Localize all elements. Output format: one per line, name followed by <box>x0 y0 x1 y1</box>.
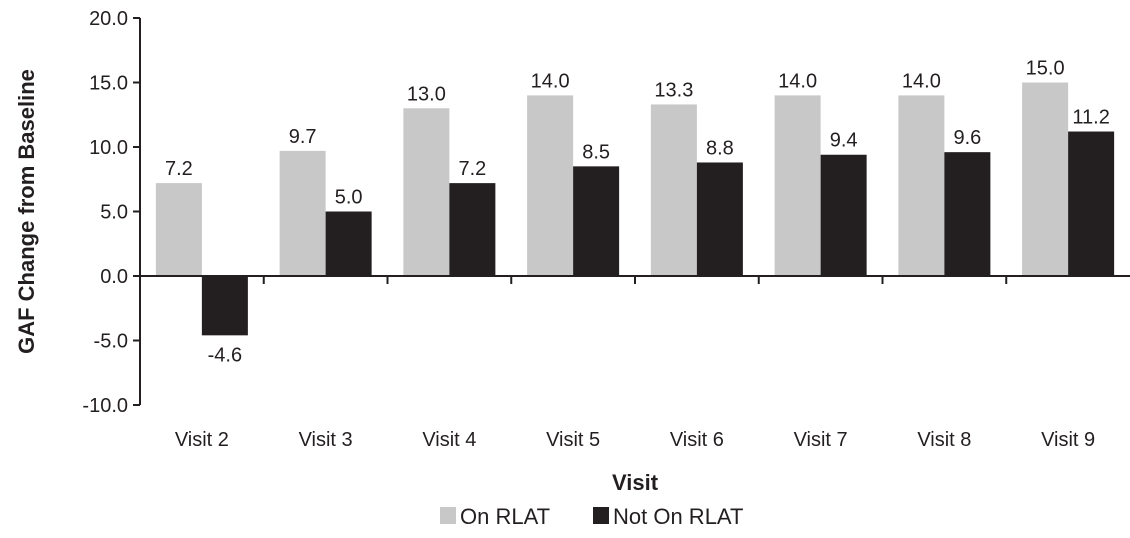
bar-on-rlat <box>155 183 202 276</box>
data-label: -4.6 <box>208 344 242 366</box>
y-tick-label: 20.0 <box>89 8 128 30</box>
bar-not-on-rlat <box>696 162 743 276</box>
data-label: 5.0 <box>335 187 363 209</box>
bar-not-on-rlat <box>573 166 620 276</box>
bar-on-rlat <box>403 108 450 276</box>
bar-on-rlat <box>650 104 697 277</box>
x-tick-label: Visit 9 <box>1041 429 1095 451</box>
y-axis: 20.0 15.0 10.0 5.0 0.0 -5.0 -10.0 <box>82 8 141 417</box>
bar-not-on-rlat <box>201 276 248 336</box>
data-label: 8.5 <box>582 141 610 163</box>
data-label: 7.2 <box>458 158 486 180</box>
data-label: 9.6 <box>953 127 981 149</box>
x-axis-title: Visit <box>612 470 659 495</box>
x-tick-label: Visit 5 <box>546 429 600 451</box>
data-label: 14.0 <box>531 70 570 92</box>
data-label: 8.8 <box>706 137 734 159</box>
bar-on-rlat <box>1022 82 1069 276</box>
legend-label: Not On RLAT <box>613 504 743 529</box>
x-axis: Visit 2 Visit 3 Visit 4 Visit 5 Visit 6 Visit… <box>140 275 1130 451</box>
bar-not-on-rlat <box>1068 131 1115 276</box>
y-tick-label: 15.0 <box>89 73 128 95</box>
bar-not-on-rlat <box>325 211 372 276</box>
x-tick-label: Visit 4 <box>422 429 476 451</box>
data-label: 9.7 <box>289 126 317 148</box>
legend-swatch <box>440 507 456 524</box>
y-tick-label: -10.0 <box>82 395 128 417</box>
data-label: 14.0 <box>902 70 941 92</box>
data-label: 14.0 <box>778 70 817 92</box>
legend: On RLAT Not On RLAT <box>440 504 743 529</box>
data-label: 13.3 <box>654 79 693 101</box>
x-tick-label: Visit 3 <box>299 429 353 451</box>
bar-not-on-rlat <box>944 152 991 276</box>
y-tick-label: -5.0 <box>94 331 128 353</box>
data-label: 13.0 <box>407 83 446 105</box>
x-tick-label: Visit 2 <box>175 429 229 451</box>
data-labels: 7.2 -4.6 9.7 5.0 13.0 7.2 14.0 8.5 13.3 8.8 14.0 9.… <box>165 58 1110 367</box>
bar-on-rlat <box>774 95 821 277</box>
data-label: 11.2 <box>1072 107 1109 129</box>
data-label: 7.2 <box>165 158 193 180</box>
y-tick-label: 5.0 <box>100 202 128 224</box>
bar-not-on-rlat <box>449 183 496 276</box>
bar-not-on-rlat <box>820 154 867 276</box>
legend-label: On RLAT <box>460 504 550 529</box>
bar-on-rlat <box>527 95 574 277</box>
x-tick-label: Visit 7 <box>794 429 848 451</box>
y-tick-label: 0.0 <box>100 266 128 288</box>
data-label: 15.0 <box>1026 58 1065 80</box>
bars <box>155 82 1115 336</box>
bar-on-rlat <box>898 95 945 277</box>
legend-swatch <box>593 507 609 524</box>
data-label: 9.4 <box>830 130 858 152</box>
y-tick-label: 10.0 <box>89 137 128 159</box>
bar-on-rlat <box>279 150 326 276</box>
x-tick-label: Visit 8 <box>917 429 971 451</box>
y-axis-title: GAF Change from Baseline <box>14 69 39 354</box>
x-tick-label: Visit 6 <box>670 429 724 451</box>
